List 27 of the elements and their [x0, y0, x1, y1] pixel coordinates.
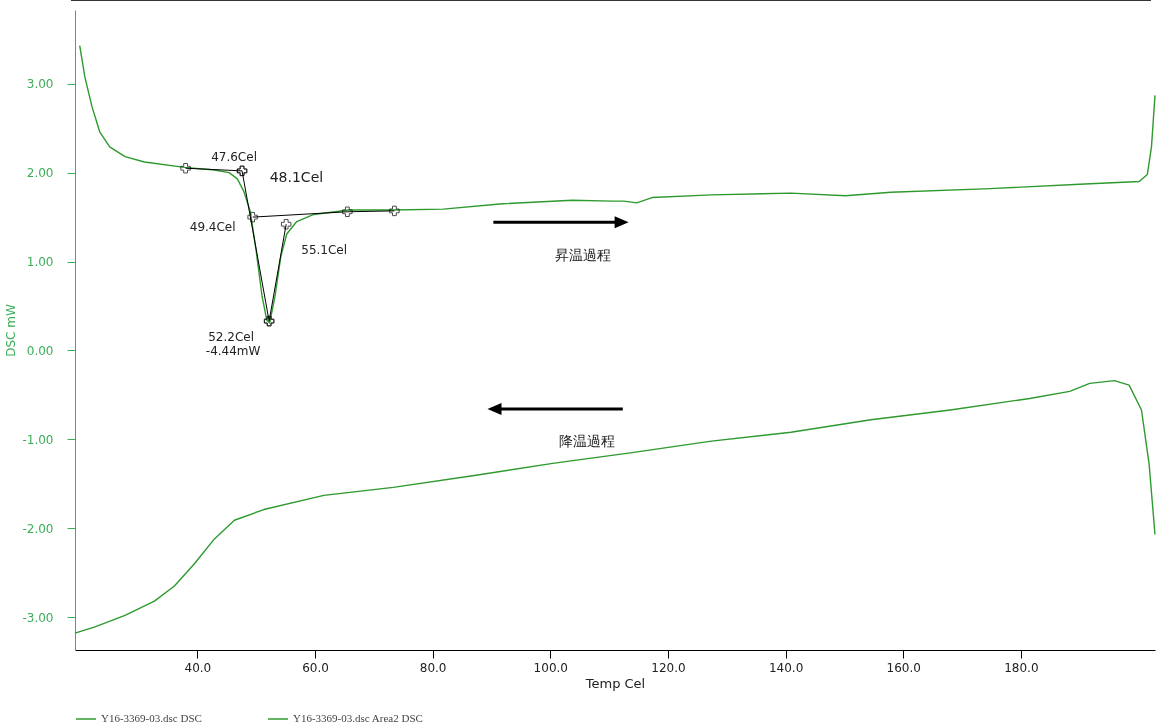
- y-tick-label: -3.00: [22, 610, 54, 625]
- y-axis-title: DSC mW: [4, 304, 19, 357]
- annotation: 55.1Cel: [301, 243, 348, 258]
- y-tick-label: 3.00: [26, 77, 54, 92]
- annotation: 49.4Cel: [189, 220, 236, 235]
- legend-label: Y16-3369-03.dsc DSC: [101, 712, 202, 724]
- x-tick-label: 40.0: [184, 660, 212, 675]
- annotation: 48.1Cel: [269, 169, 324, 186]
- x-tick-label: 120.0: [651, 660, 686, 675]
- x-tick-label: 140.0: [768, 660, 804, 675]
- y-tick-label: 1.00: [26, 255, 54, 270]
- x-tick-label: 80.0: [419, 660, 447, 675]
- x-tick-label: 60.0: [302, 660, 329, 675]
- annotation: 52.2Cel: [208, 330, 255, 345]
- legend-label: Y16-3369-03.dsc Area2 DSC: [293, 712, 423, 724]
- x-tick-label: 100.0: [533, 660, 568, 675]
- annotation: -4.44mW: [205, 344, 261, 359]
- y-tick-label: 2.00: [26, 166, 54, 181]
- annotation: 47.6Cel: [211, 149, 257, 164]
- annotation: 昇温過程: [554, 247, 611, 264]
- x-axis-title: Temp Cel: [584, 675, 646, 691]
- x-tick-label: 180.0: [1004, 660, 1039, 675]
- x-tick-label: 160.0: [886, 660, 921, 675]
- y-tick-label: -2.00: [22, 521, 54, 536]
- y-tick-label: -1.00: [22, 432, 54, 447]
- annotation: 降温過程: [558, 433, 615, 449]
- y-tick-label: 0.00: [26, 343, 54, 358]
